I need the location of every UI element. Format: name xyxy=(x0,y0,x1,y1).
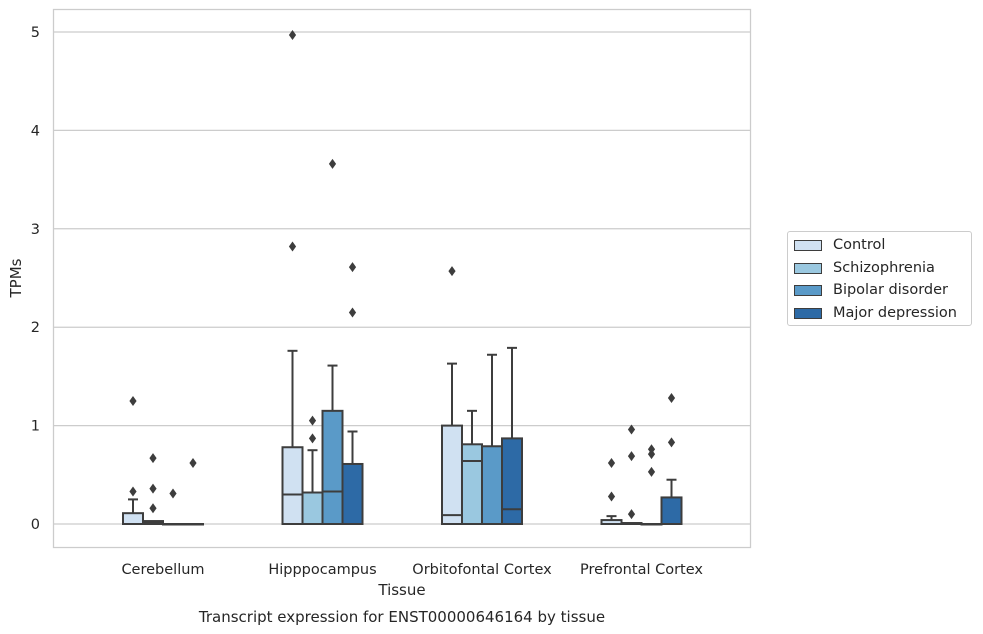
x-tick-label: Cerebellum xyxy=(121,562,204,578)
box-bipolar-disorder-prefrontal-cortex xyxy=(640,444,663,526)
legend-item-bipolar-disorder: Bipolar disorder xyxy=(794,281,948,299)
outlier-point xyxy=(169,488,177,499)
box-body xyxy=(501,437,523,525)
y-axis-title: TPMs xyxy=(7,258,25,298)
box-control-prefrontal-cortex xyxy=(600,457,623,526)
outlier-point xyxy=(647,466,656,477)
outlier-point xyxy=(189,457,197,468)
box-major-depression-prefrontal-cortex xyxy=(660,393,683,526)
box-body xyxy=(301,491,324,525)
box-major-depression-hipppocampus xyxy=(341,262,364,526)
box-body xyxy=(461,443,483,525)
legend: Control Schizophrenia Bipolar disorder M… xyxy=(787,231,972,326)
x-tick-label: Hipppocampus xyxy=(268,562,376,578)
y-tick-label: 1 xyxy=(31,419,40,435)
box-control-hipppocampus xyxy=(281,29,304,525)
box-body xyxy=(660,496,683,526)
box-body xyxy=(441,424,463,526)
outlier-point xyxy=(149,483,157,494)
outlier-point xyxy=(308,433,317,444)
legend-item-major-depression: Major depression xyxy=(794,304,957,322)
legend-swatch-schizophrenia xyxy=(794,262,822,274)
plot-frame xyxy=(52,8,752,549)
outlier-point xyxy=(607,457,616,468)
outlier-point xyxy=(328,158,337,169)
box-body xyxy=(341,462,364,526)
outlier-point xyxy=(627,451,636,462)
box-control-orbitofontal-cortex xyxy=(441,266,463,526)
x-tick-label: Prefrontal Cortex xyxy=(580,562,703,578)
outlier-point xyxy=(308,415,317,426)
outlier-point xyxy=(149,503,157,514)
outlier-point xyxy=(348,262,357,273)
outlier-point xyxy=(647,444,656,455)
outlier-point xyxy=(288,29,297,40)
y-tick-label: 5 xyxy=(31,25,40,41)
legend-label-major-depression: Major depression xyxy=(833,305,957,321)
box-bipolar-disorder-orbitofontal-cortex xyxy=(481,353,503,526)
y-tick-label: 4 xyxy=(31,123,40,139)
box-schizophrenia-cerebellum xyxy=(142,453,164,525)
box-body xyxy=(281,446,304,525)
outlier-point xyxy=(129,396,137,406)
box-schizophrenia-orbitofontal-cortex xyxy=(461,409,483,525)
outlier-point xyxy=(667,393,676,404)
box-schizophrenia-prefrontal-cortex xyxy=(620,424,643,525)
chart-title: Transcript expression for ENST0000064616… xyxy=(198,608,605,626)
box-schizophrenia-hipppocampus xyxy=(301,415,324,525)
outlier-point xyxy=(607,491,616,502)
box-major-depression-orbitofontal-cortex xyxy=(501,346,523,525)
box-bipolar-disorder-cerebellum xyxy=(162,488,184,526)
outlier-point xyxy=(627,424,636,435)
outlier-point xyxy=(627,509,636,520)
box-body xyxy=(122,512,144,526)
outlier-point xyxy=(667,437,676,448)
outlier-point xyxy=(149,453,157,464)
box-control-cerebellum xyxy=(122,396,144,526)
x-tick-label: Orbitofontal Cortex xyxy=(412,562,552,578)
box-major-depression-cerebellum xyxy=(182,457,204,526)
y-tick-label: 2 xyxy=(31,320,40,336)
y-tick-label: 0 xyxy=(31,517,40,533)
outlier-point xyxy=(129,486,137,497)
x-axis-title: Tissue xyxy=(377,581,425,599)
legend-item-control: Control xyxy=(794,236,885,254)
y-tick-label: 3 xyxy=(31,222,40,238)
legend-swatch-major-depression xyxy=(794,307,822,319)
legend-label-control: Control xyxy=(833,237,886,253)
outlier-point xyxy=(348,307,357,318)
legend-label-schizophrenia: Schizophrenia xyxy=(833,260,935,276)
legend-item-schizophrenia: Schizophrenia xyxy=(794,259,935,277)
legend-label-bipolar-disorder: Bipolar disorder xyxy=(833,282,948,298)
box-body xyxy=(321,409,344,525)
legend-swatch-control xyxy=(794,239,822,251)
box-body xyxy=(481,445,503,526)
legend-swatch-bipolar-disorder xyxy=(794,284,822,296)
box-bipolar-disorder-hipppocampus xyxy=(321,158,344,525)
outlier-point xyxy=(288,241,297,252)
outlier-point xyxy=(448,266,456,277)
